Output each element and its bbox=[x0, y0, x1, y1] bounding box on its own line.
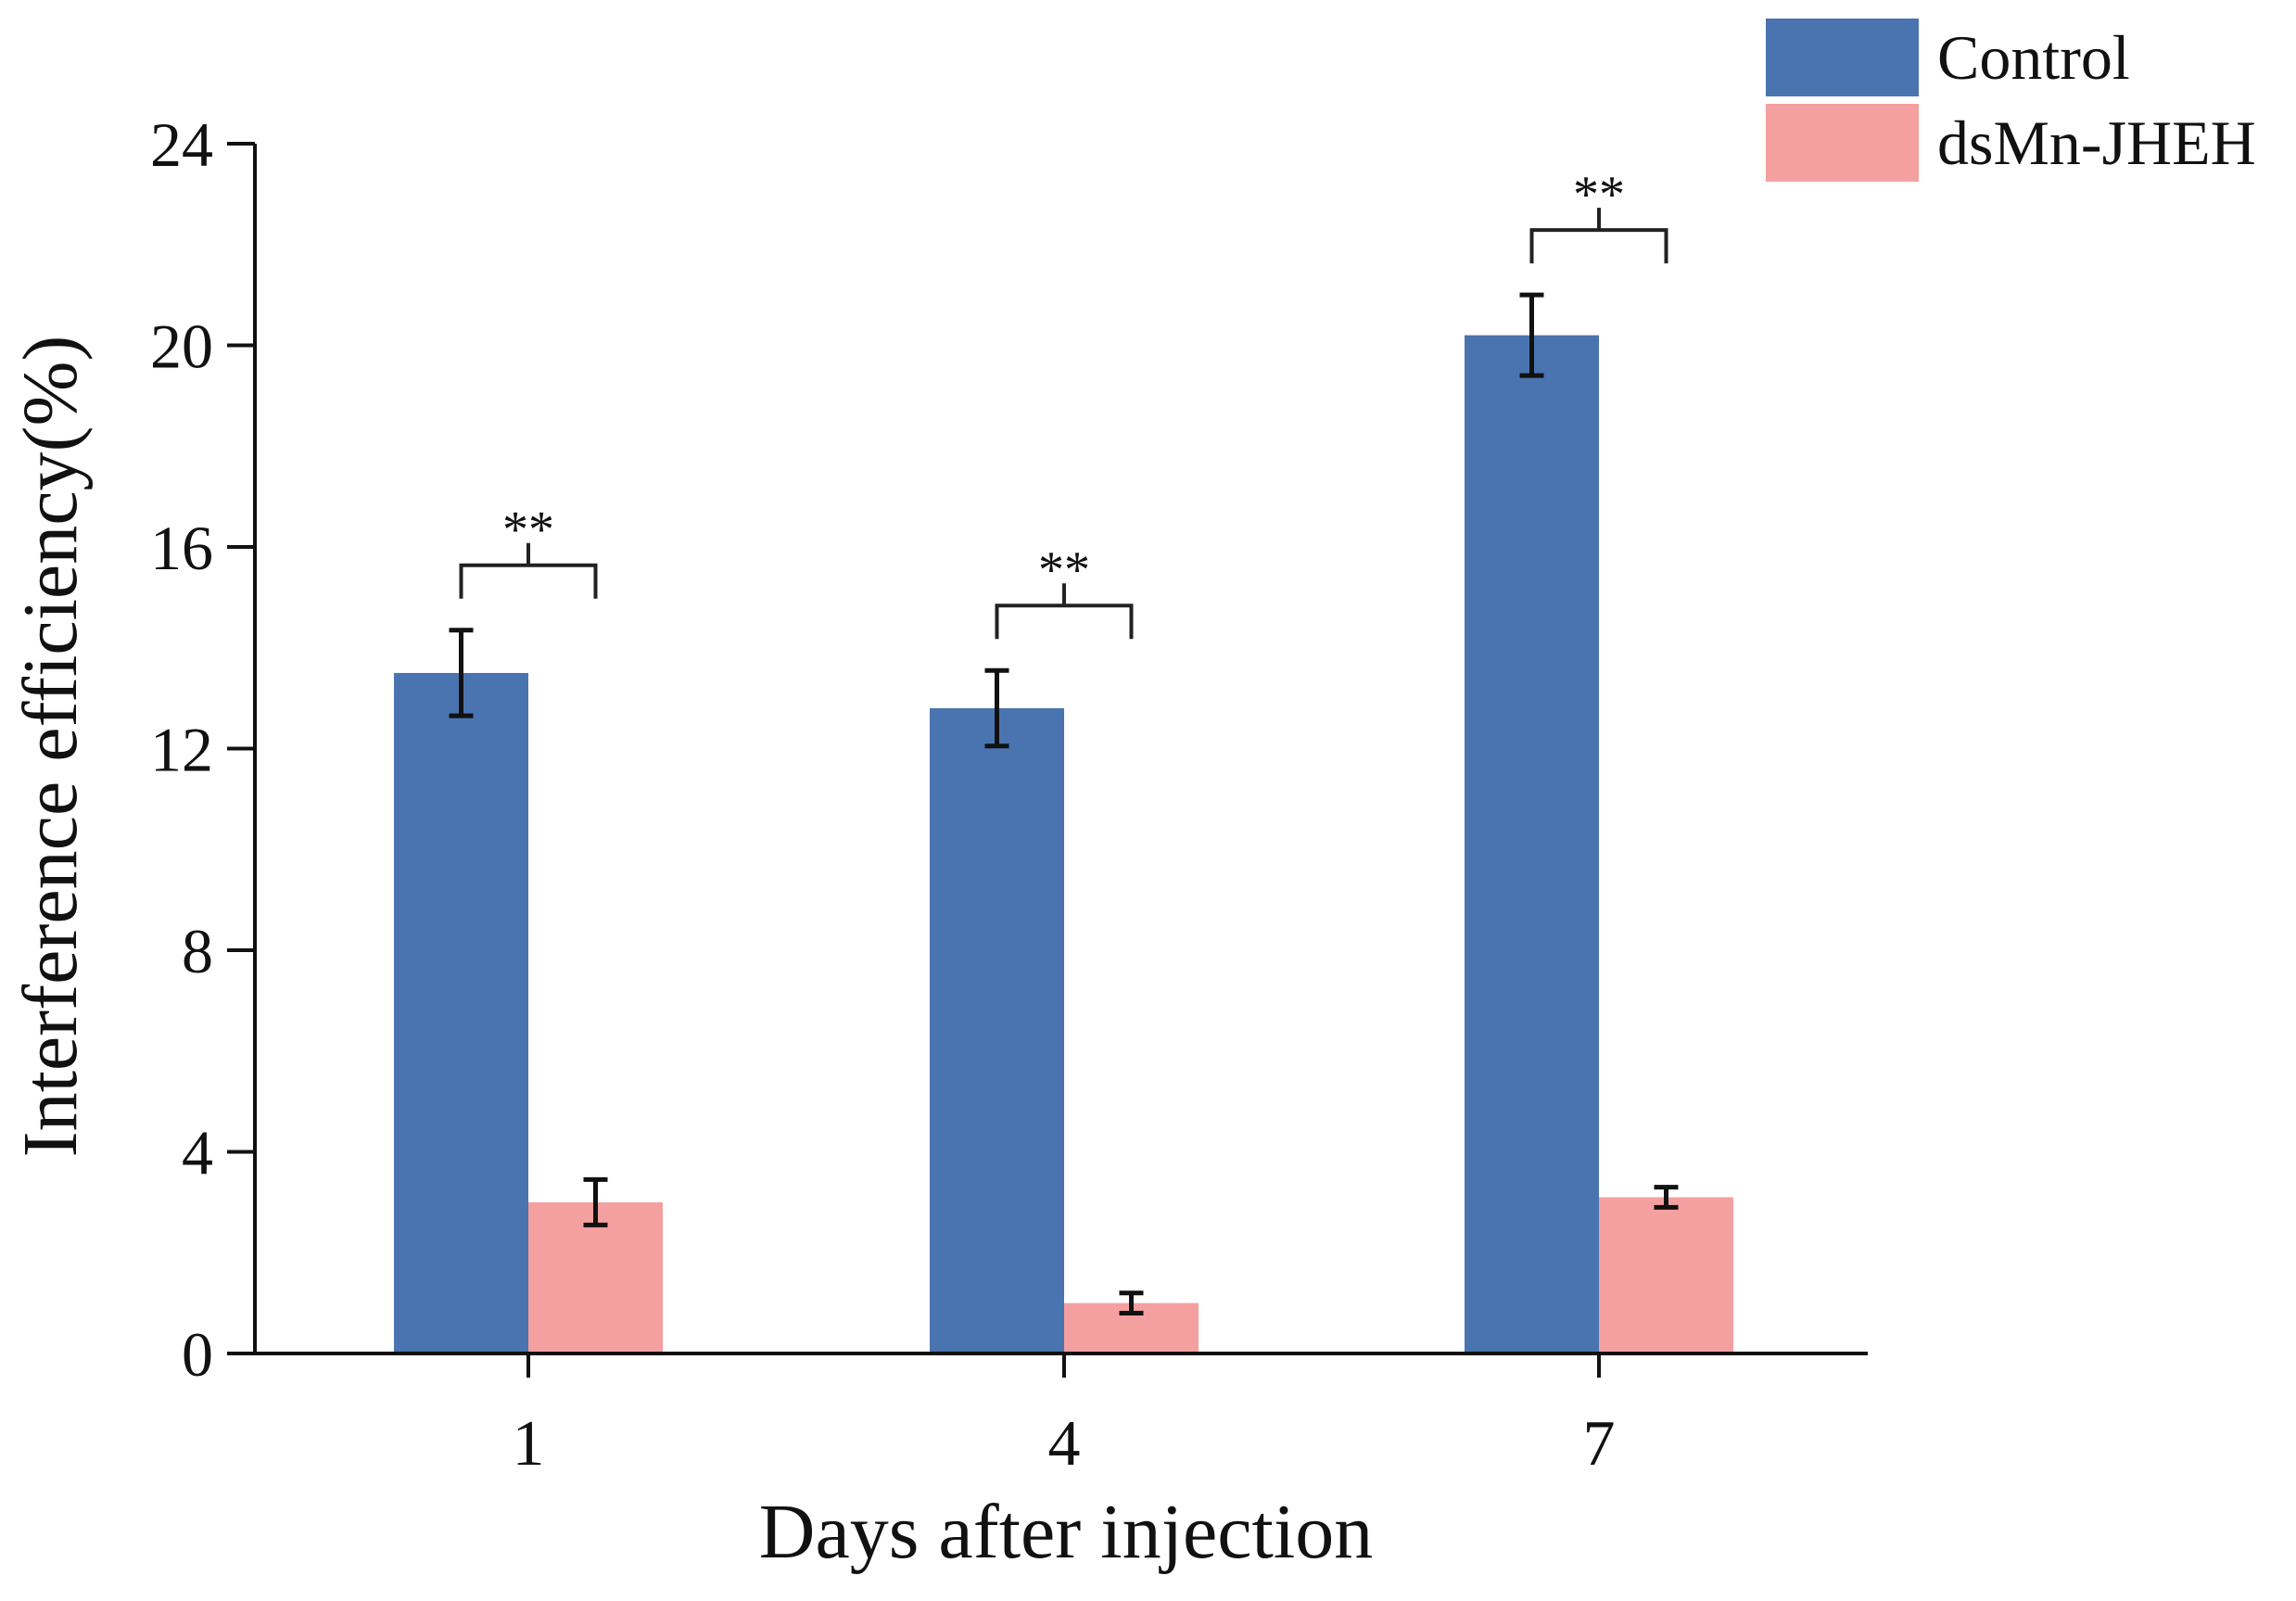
error-bar-control-day-4 bbox=[984, 667, 1009, 749]
y-tick-label-16: 16 bbox=[150, 513, 213, 583]
significance-bracket-day-1: ** bbox=[459, 502, 598, 599]
bar-dsmn-jheh-day-1 bbox=[528, 1201, 663, 1353]
error-bar-control-day-1 bbox=[449, 628, 474, 718]
significance-annotations: ** ** ** bbox=[459, 166, 1668, 640]
y-tick-label-24: 24 bbox=[150, 109, 213, 180]
x-tick-label-1: 1 bbox=[513, 1408, 545, 1480]
y-tick-label-20: 20 bbox=[150, 311, 213, 382]
significance-bracket-day-4: ** bbox=[995, 541, 1134, 640]
legend-swatch-control bbox=[1766, 19, 1919, 96]
significance-label-day-4: ** bbox=[1038, 541, 1090, 599]
y-tick-label-8: 8 bbox=[182, 916, 213, 986]
error-bar-dsmn-jheh-day-7 bbox=[1654, 1185, 1679, 1210]
legend: Control dsMn-JHEH bbox=[1766, 19, 2256, 182]
legend-label-control: Control bbox=[1937, 22, 2130, 93]
y-axis-title: Interference efficiency(%) bbox=[7, 336, 94, 1158]
bar-dsmn-jheh-day-7 bbox=[1599, 1197, 1733, 1353]
y-tick-label-12: 12 bbox=[150, 715, 213, 785]
y-tick-label-4: 4 bbox=[182, 1118, 213, 1188]
bars bbox=[394, 335, 1733, 1353]
x-axis-title: Days after injection bbox=[759, 1489, 1373, 1575]
error-bar-dsmn-jheh-day-4 bbox=[1119, 1290, 1144, 1315]
bar-control-day-4 bbox=[930, 708, 1064, 1353]
x-tick-label-7: 7 bbox=[1583, 1408, 1616, 1480]
bar-control-day-1 bbox=[394, 672, 528, 1353]
bar-control-day-7 bbox=[1465, 335, 1599, 1353]
legend-swatch-dsmn-jheh bbox=[1766, 104, 1919, 182]
error-bars bbox=[449, 292, 1679, 1315]
legend-label-dsmn-jheh: dsMn-JHEH bbox=[1937, 108, 2256, 178]
error-bar-control-day-7 bbox=[1519, 292, 1544, 378]
y-tick-label-0: 0 bbox=[182, 1319, 213, 1390]
x-tick-label-4: 4 bbox=[1048, 1408, 1081, 1480]
significance-label-day-1: ** bbox=[502, 502, 554, 559]
significance-bracket-day-7: ** bbox=[1529, 166, 1668, 264]
significance-label-day-7: ** bbox=[1573, 166, 1625, 223]
error-bar-dsmn-jheh-day-1 bbox=[583, 1176, 608, 1227]
axes: 0 4 8 12 16 20 24 1 4 7 bbox=[150, 109, 1868, 1480]
